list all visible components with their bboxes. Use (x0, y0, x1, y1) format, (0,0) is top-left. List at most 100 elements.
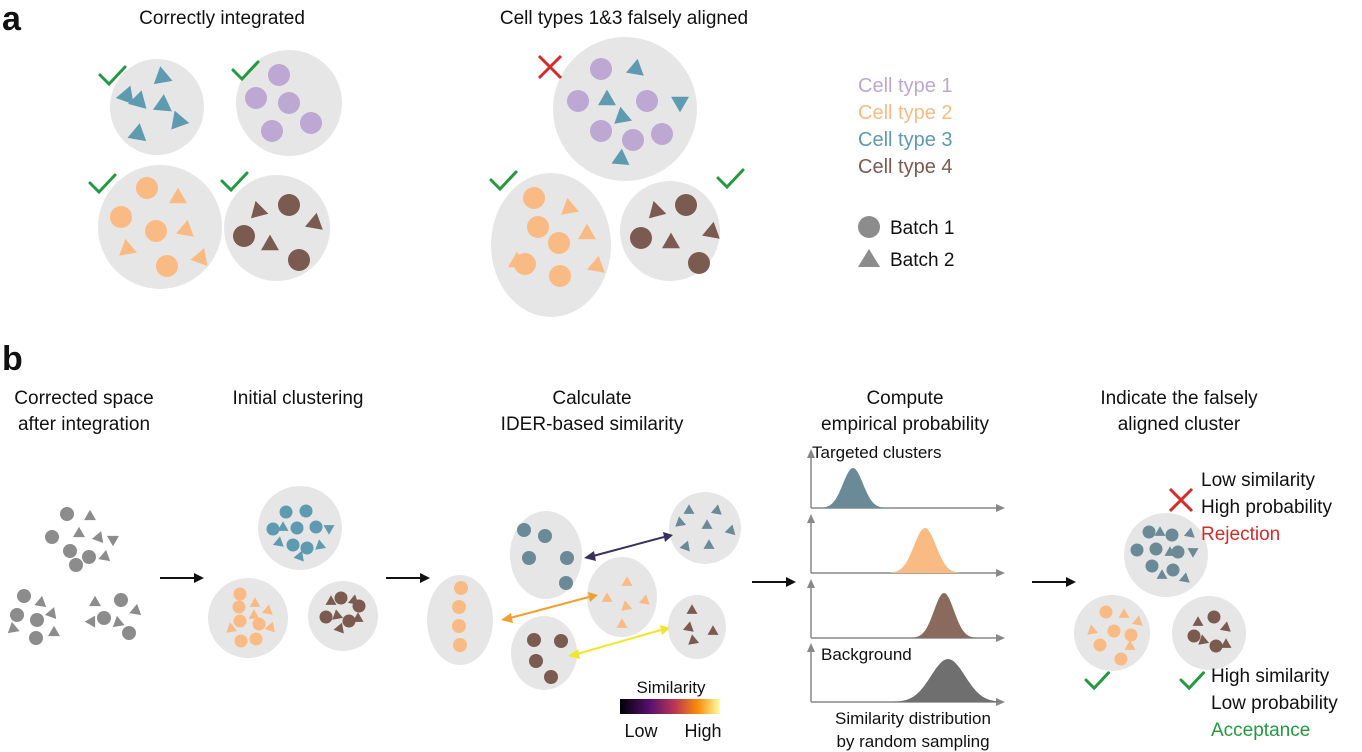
cell-circle (590, 120, 612, 142)
cell-triangle (616, 618, 628, 628)
triangle-shape (352, 612, 364, 622)
cell-circle (548, 232, 570, 254)
step5-result-clusters (1074, 487, 1246, 691)
cell-triangle (115, 85, 134, 105)
similarity-colorbar: Similarity Low High (620, 678, 722, 741)
triangle-shape (621, 576, 633, 586)
triangle-shape (7, 621, 20, 634)
cluster-background (308, 581, 378, 651)
triangle-shape (638, 594, 650, 605)
cell-circle (651, 123, 673, 145)
cell-triangle (153, 66, 173, 85)
cell-triangle (305, 212, 323, 230)
cell-circle (69, 558, 83, 572)
cell-triangle (89, 595, 101, 607)
cell-triangle (710, 504, 722, 515)
triangle-shape (611, 148, 630, 166)
triangle-shape (1131, 615, 1143, 626)
triangle-shape (662, 232, 680, 249)
cell-triangle (508, 251, 526, 268)
cell-circle (1107, 624, 1121, 638)
arrow-step1-to-2-icon (160, 573, 204, 583)
reject-line1: Low similarity (1201, 470, 1316, 491)
cell-triangle (250, 200, 269, 219)
triangle-shape (89, 595, 101, 607)
triangle-shape (115, 85, 134, 105)
triangle-shape (73, 526, 85, 538)
triangle-shape (1219, 621, 1231, 632)
cell-circle (567, 90, 589, 112)
cell-circle (110, 206, 132, 228)
cell-circle (82, 550, 96, 564)
triangle-shape (1220, 638, 1232, 648)
triangle-shape (176, 219, 194, 237)
dist-y-arrow-icon (807, 514, 815, 523)
triangle-shape (107, 535, 119, 547)
triangle-shape (648, 200, 667, 219)
colorbar-low-label: Low (624, 721, 658, 741)
similarity-arrow-low (584, 532, 673, 561)
dist-curve (889, 528, 961, 573)
cell-circle (252, 617, 266, 631)
cell-triangle (648, 200, 667, 219)
triangle-shape (250, 200, 269, 219)
cell-circle (234, 634, 248, 648)
triangle-shape (171, 110, 190, 130)
cell-circle (288, 249, 310, 271)
cell-triangle (638, 594, 650, 605)
cell-circle (1114, 652, 1128, 666)
cell-circle (1209, 639, 1223, 653)
background-label: Background (821, 645, 912, 664)
legend-batch-1: Batch 1 (890, 218, 954, 239)
cell-triangle (48, 625, 60, 637)
triangle-shape (1164, 546, 1176, 556)
triangle-shape (153, 66, 173, 85)
cell-circle (1145, 559, 1159, 573)
legend-batch-2: Batch 2 (890, 250, 954, 271)
cell-circle (156, 255, 178, 277)
cell-circle (1187, 629, 1201, 643)
cell-triangle (587, 255, 605, 273)
cell-circle (114, 593, 128, 607)
triangle-shape (84, 615, 96, 628)
legend-batch-1-circle-icon (858, 216, 880, 238)
cell-circle (1149, 542, 1163, 556)
triangle-shape (686, 604, 698, 614)
cluster-background (511, 616, 577, 690)
triangle-shape (323, 525, 335, 535)
accept-line2: Low probability (1211, 693, 1338, 714)
dist-x-arrow-icon (996, 634, 1005, 642)
cell-circle (1130, 543, 1144, 557)
triangle-shape (621, 600, 633, 611)
cell-circle (523, 187, 545, 209)
cell-circle (232, 600, 246, 614)
cell-triangle (323, 525, 335, 535)
cell-triangle (1220, 638, 1232, 648)
triangle-shape (277, 521, 289, 531)
similarity-arrow-high (568, 625, 670, 659)
cell-triangle (626, 58, 644, 76)
check-icon (1084, 671, 1110, 691)
cell-triangle (248, 609, 260, 619)
dist-y-arrow-icon (807, 449, 815, 458)
cell-triangle (1156, 569, 1168, 579)
cell-triangle (598, 89, 616, 106)
cell-circle (675, 194, 697, 216)
check-icon (98, 65, 127, 87)
cell-circle (517, 523, 531, 537)
triangle-shape (671, 96, 689, 113)
cell-circle (300, 112, 322, 134)
step4-title-line1: Compute (866, 388, 943, 409)
triangle-shape (152, 94, 172, 112)
triangle-shape (325, 595, 337, 605)
cell-triangle (682, 621, 694, 632)
triangle-shape (1178, 572, 1190, 583)
legend-cell-type-4: Cell type 4 (858, 156, 953, 178)
cell-triangle (190, 248, 208, 266)
cell-circle (559, 576, 573, 590)
cell-triangle (84, 509, 96, 521)
cell-circle (279, 505, 293, 519)
cell-triangle (91, 531, 104, 543)
cell-triangle (261, 234, 279, 251)
